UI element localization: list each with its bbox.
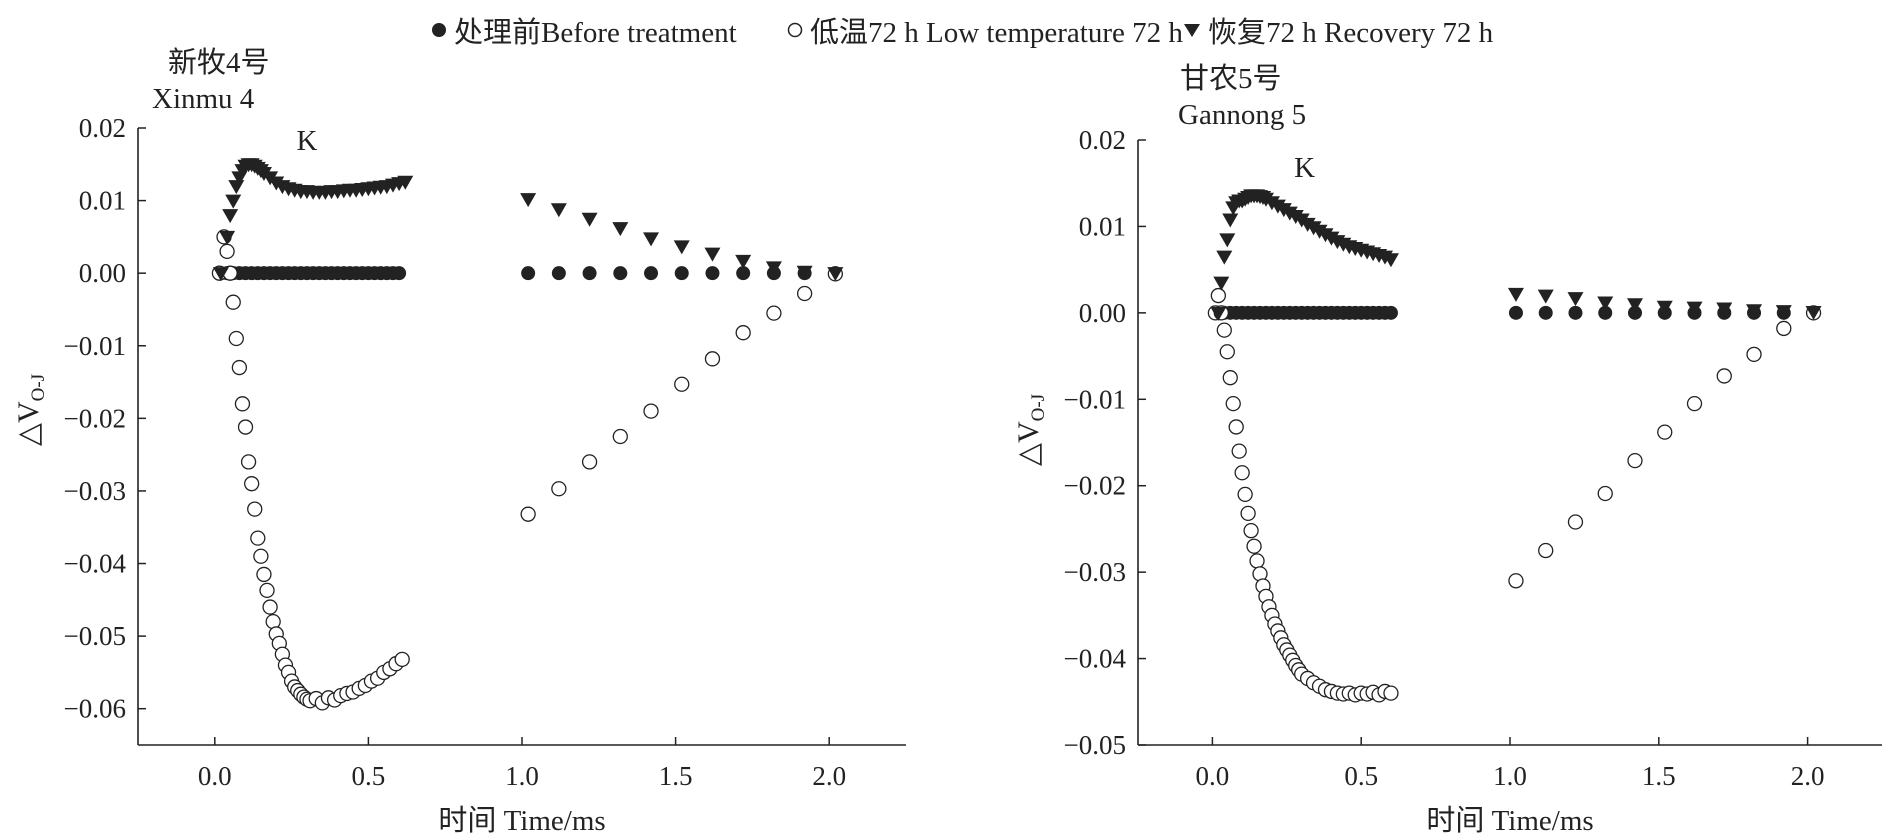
data-point-recovery	[704, 247, 721, 262]
data-point-low-temperature	[219, 243, 235, 260]
data-point-recovery	[212, 267, 229, 282]
data-point-low-temperature	[265, 613, 281, 630]
y-axis-label: △VO-J	[12, 374, 49, 446]
legend-item-before-treatment: 处理前Before treatment	[430, 8, 737, 52]
x-tick-label: 1.5	[659, 761, 693, 791]
panel-title-chinese: 新牧4号	[168, 46, 270, 79]
y-tick-label: 0.00	[79, 258, 126, 288]
data-point-low-temperature	[247, 501, 263, 517]
data-point-recovery	[228, 180, 245, 195]
data-point-recovery	[796, 265, 813, 280]
filled-triangle-marker-icon	[1184, 24, 1200, 37]
data-point-recovery	[765, 261, 782, 276]
x-tick-label: 2.0	[812, 761, 846, 791]
data-point-before-treatment	[582, 266, 597, 281]
legend-label: 低温72 h Low temperature 72 h	[810, 17, 1183, 49]
data-point-low-temperature	[234, 396, 251, 412]
data-point-recovery	[550, 203, 567, 218]
data-point-low-temperature	[581, 454, 598, 470]
data-point-before-treatment	[736, 266, 751, 281]
data-point-recovery	[612, 222, 629, 237]
data-point-recovery	[222, 209, 239, 224]
y-tick-label: 0.01	[79, 186, 126, 216]
y-tick-label: −0.01	[64, 331, 126, 361]
data-point-low-temperature	[231, 359, 248, 376]
data-point-before-treatment	[392, 266, 407, 281]
open-circle-marker-icon	[787, 22, 803, 38]
data-point-before-treatment	[521, 266, 536, 281]
data-point-low-temperature	[735, 325, 751, 341]
data-point-recovery	[643, 232, 660, 247]
y-tick-label: 0.02	[79, 113, 126, 143]
data-point-low-temperature	[394, 651, 410, 667]
series-filled-circle	[213, 266, 843, 281]
data-point-low-temperature	[520, 506, 536, 522]
filled-circle-marker-icon	[432, 23, 446, 37]
data-point-low-temperature	[250, 530, 266, 546]
data-point-before-treatment	[705, 266, 720, 281]
data-point-recovery	[520, 193, 537, 208]
data-point-low-temperature	[674, 376, 690, 392]
data-point-low-temperature	[262, 599, 278, 615]
x-tick-label: 0.0	[198, 761, 232, 791]
data-point-before-treatment	[644, 266, 659, 281]
y-axis-label-main: △V	[12, 401, 45, 446]
data-point-low-temperature	[766, 305, 782, 321]
data-point-recovery	[397, 175, 414, 190]
data-point-low-temperature	[256, 566, 272, 583]
legend-item-recovery: 恢复72 h Recovery 72 h	[1182, 8, 1493, 52]
series-filled-triangle-down	[212, 158, 844, 282]
x-tick-label: 1.0	[505, 761, 539, 791]
data-point-low-temperature	[643, 403, 659, 419]
y-axis-label-subscript: O-J	[28, 374, 49, 401]
data-point-low-temperature	[225, 294, 241, 310]
y-tick-label: −0.05	[64, 621, 126, 651]
y-tick-label: −0.02	[64, 403, 126, 433]
data-point-recovery	[219, 230, 236, 245]
data-point-before-treatment	[674, 266, 689, 281]
legend-label: 恢复72 h Recovery 72 h	[1208, 17, 1494, 49]
y-tick-label: −0.04	[64, 549, 127, 579]
data-point-low-temperature	[228, 330, 244, 347]
data-point-before-treatment	[613, 266, 628, 281]
legend-item-low-temperature: 低温72 h Low temperature 72 h	[786, 8, 1183, 52]
y-tick-label: −0.03	[64, 476, 126, 506]
legend-label: 处理前Before treatment	[454, 17, 737, 49]
chart-legend: 处理前Before treatment 低温72 h Low temperatu…	[0, 8, 1895, 52]
data-point-recovery	[268, 176, 285, 191]
data-point-recovery	[581, 212, 598, 227]
data-point-low-temperature	[551, 481, 567, 497]
series-open-circle	[211, 229, 843, 711]
data-point-before-treatment	[551, 266, 566, 281]
data-point-low-temperature	[796, 285, 813, 302]
data-point-low-temperature	[704, 351, 721, 367]
y-tick-label: −0.06	[64, 694, 126, 724]
data-point-low-temperature	[259, 582, 275, 599]
data-point-low-temperature	[237, 419, 254, 435]
data-point-low-temperature	[612, 428, 628, 445]
data-point-recovery	[827, 267, 844, 282]
panel-title-english: Xinmu 4	[152, 83, 255, 115]
data-point-low-temperature	[244, 476, 260, 492]
k-annotation: K	[296, 125, 317, 157]
data-point-low-temperature	[253, 548, 269, 564]
data-point-recovery	[735, 254, 752, 269]
data-point-low-temperature	[240, 454, 257, 470]
data-point-recovery	[225, 194, 242, 209]
x-tick-label: 0.5	[352, 761, 386, 791]
x-axis-label: 时间 Time/ms	[438, 804, 605, 837]
data-point-recovery	[673, 240, 690, 255]
